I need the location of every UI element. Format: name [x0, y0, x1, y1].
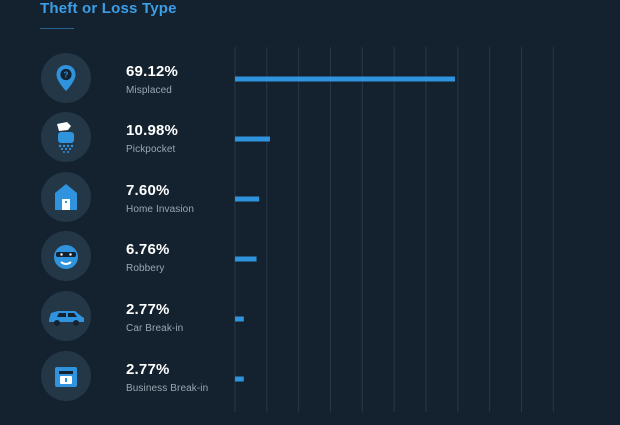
bar-car-break-in — [235, 316, 244, 322]
bar-home-invasion — [235, 196, 260, 202]
bar-pickpocket — [235, 136, 270, 142]
value-text: 10.98% — [126, 122, 179, 139]
category-label: Misplaced — [126, 85, 172, 96]
value-text: 2.77% — [126, 361, 170, 378]
value-text: 7.60% — [126, 182, 170, 199]
category-label: Car Break-in — [126, 323, 184, 334]
value-text: 2.77% — [126, 301, 170, 318]
category-row-home-invasion: 7.60% Home Invasion — [0, 168, 240, 228]
svg-text:?: ? — [64, 70, 69, 79]
category-row-car-break-in: 2.77% Car Break-in — [0, 287, 240, 347]
category-label: Business Break-in — [126, 383, 209, 394]
value-text: 6.76% — [126, 241, 170, 258]
category-label: Home Invasion — [126, 204, 194, 215]
title-underline — [40, 28, 74, 29]
category-label: Robbery — [126, 263, 165, 274]
chart-title: Theft or Loss Type — [40, 0, 177, 17]
car-icon — [41, 291, 91, 341]
category-row-misplaced: ? 69.12% Misplaced — [0, 49, 240, 109]
shop-icon — [41, 351, 91, 401]
header: Theft or Loss Type — [40, 0, 177, 29]
value-text: 69.12% — [126, 63, 179, 80]
bar-misplaced — [235, 76, 455, 82]
bar-robbery — [235, 256, 257, 262]
category-row-robbery: 6.76% Robbery — [0, 227, 240, 287]
bar-business-break-in — [235, 376, 244, 382]
question-pin-icon: ? — [41, 53, 91, 103]
category-row-business-break-in: 2.77% Business Break-in — [0, 347, 240, 407]
hand-pocket-icon — [41, 112, 91, 162]
category-row-pickpocket: 10.98% Pickpocket — [0, 108, 240, 168]
masked-robber-icon — [41, 231, 91, 281]
house-icon — [41, 172, 91, 222]
category-label: Pickpocket — [126, 144, 176, 155]
